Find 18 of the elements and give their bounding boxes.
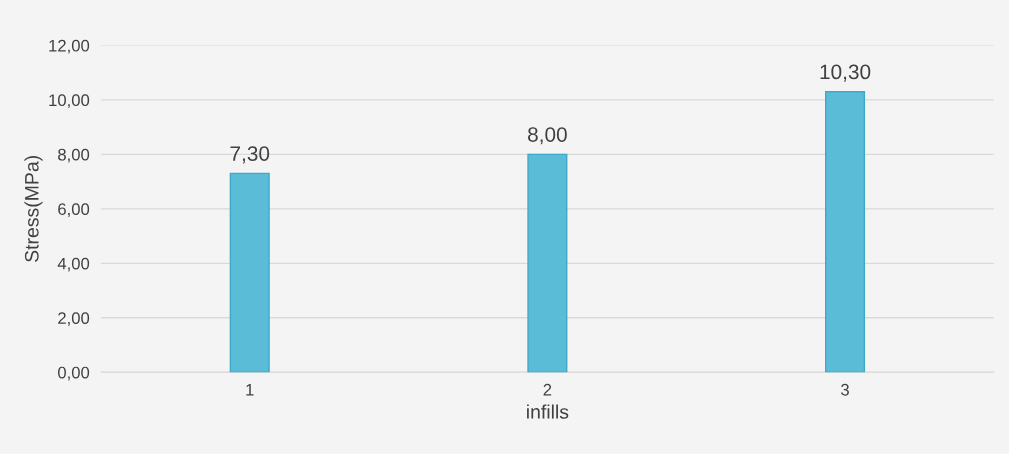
bar	[229, 172, 270, 373]
y-tick-label: 0,00	[58, 366, 90, 381]
x-tick-label: 1	[246, 384, 254, 396]
x-tick-label: 2	[543, 383, 552, 396]
y-tick-label: 12,00	[49, 39, 90, 54]
bar	[824, 91, 866, 373]
y-tick-label: 4,00	[57, 257, 90, 272]
bar	[527, 153, 568, 373]
data-label: 8,00	[528, 127, 567, 145]
x-axis-title: infills	[527, 404, 569, 419]
y-tick-label: 2,00	[58, 312, 90, 326]
data-label: 10,30	[820, 64, 871, 82]
y-tick-label: 10,00	[49, 94, 90, 109]
y-tick-label: 8,00	[58, 148, 90, 163]
data-label: 7,30	[230, 146, 270, 164]
y-axis-title: Stress(MPa)	[24, 156, 43, 262]
y-tick-label: 6,00	[58, 203, 90, 218]
x-tick-label: 3	[841, 383, 849, 396]
